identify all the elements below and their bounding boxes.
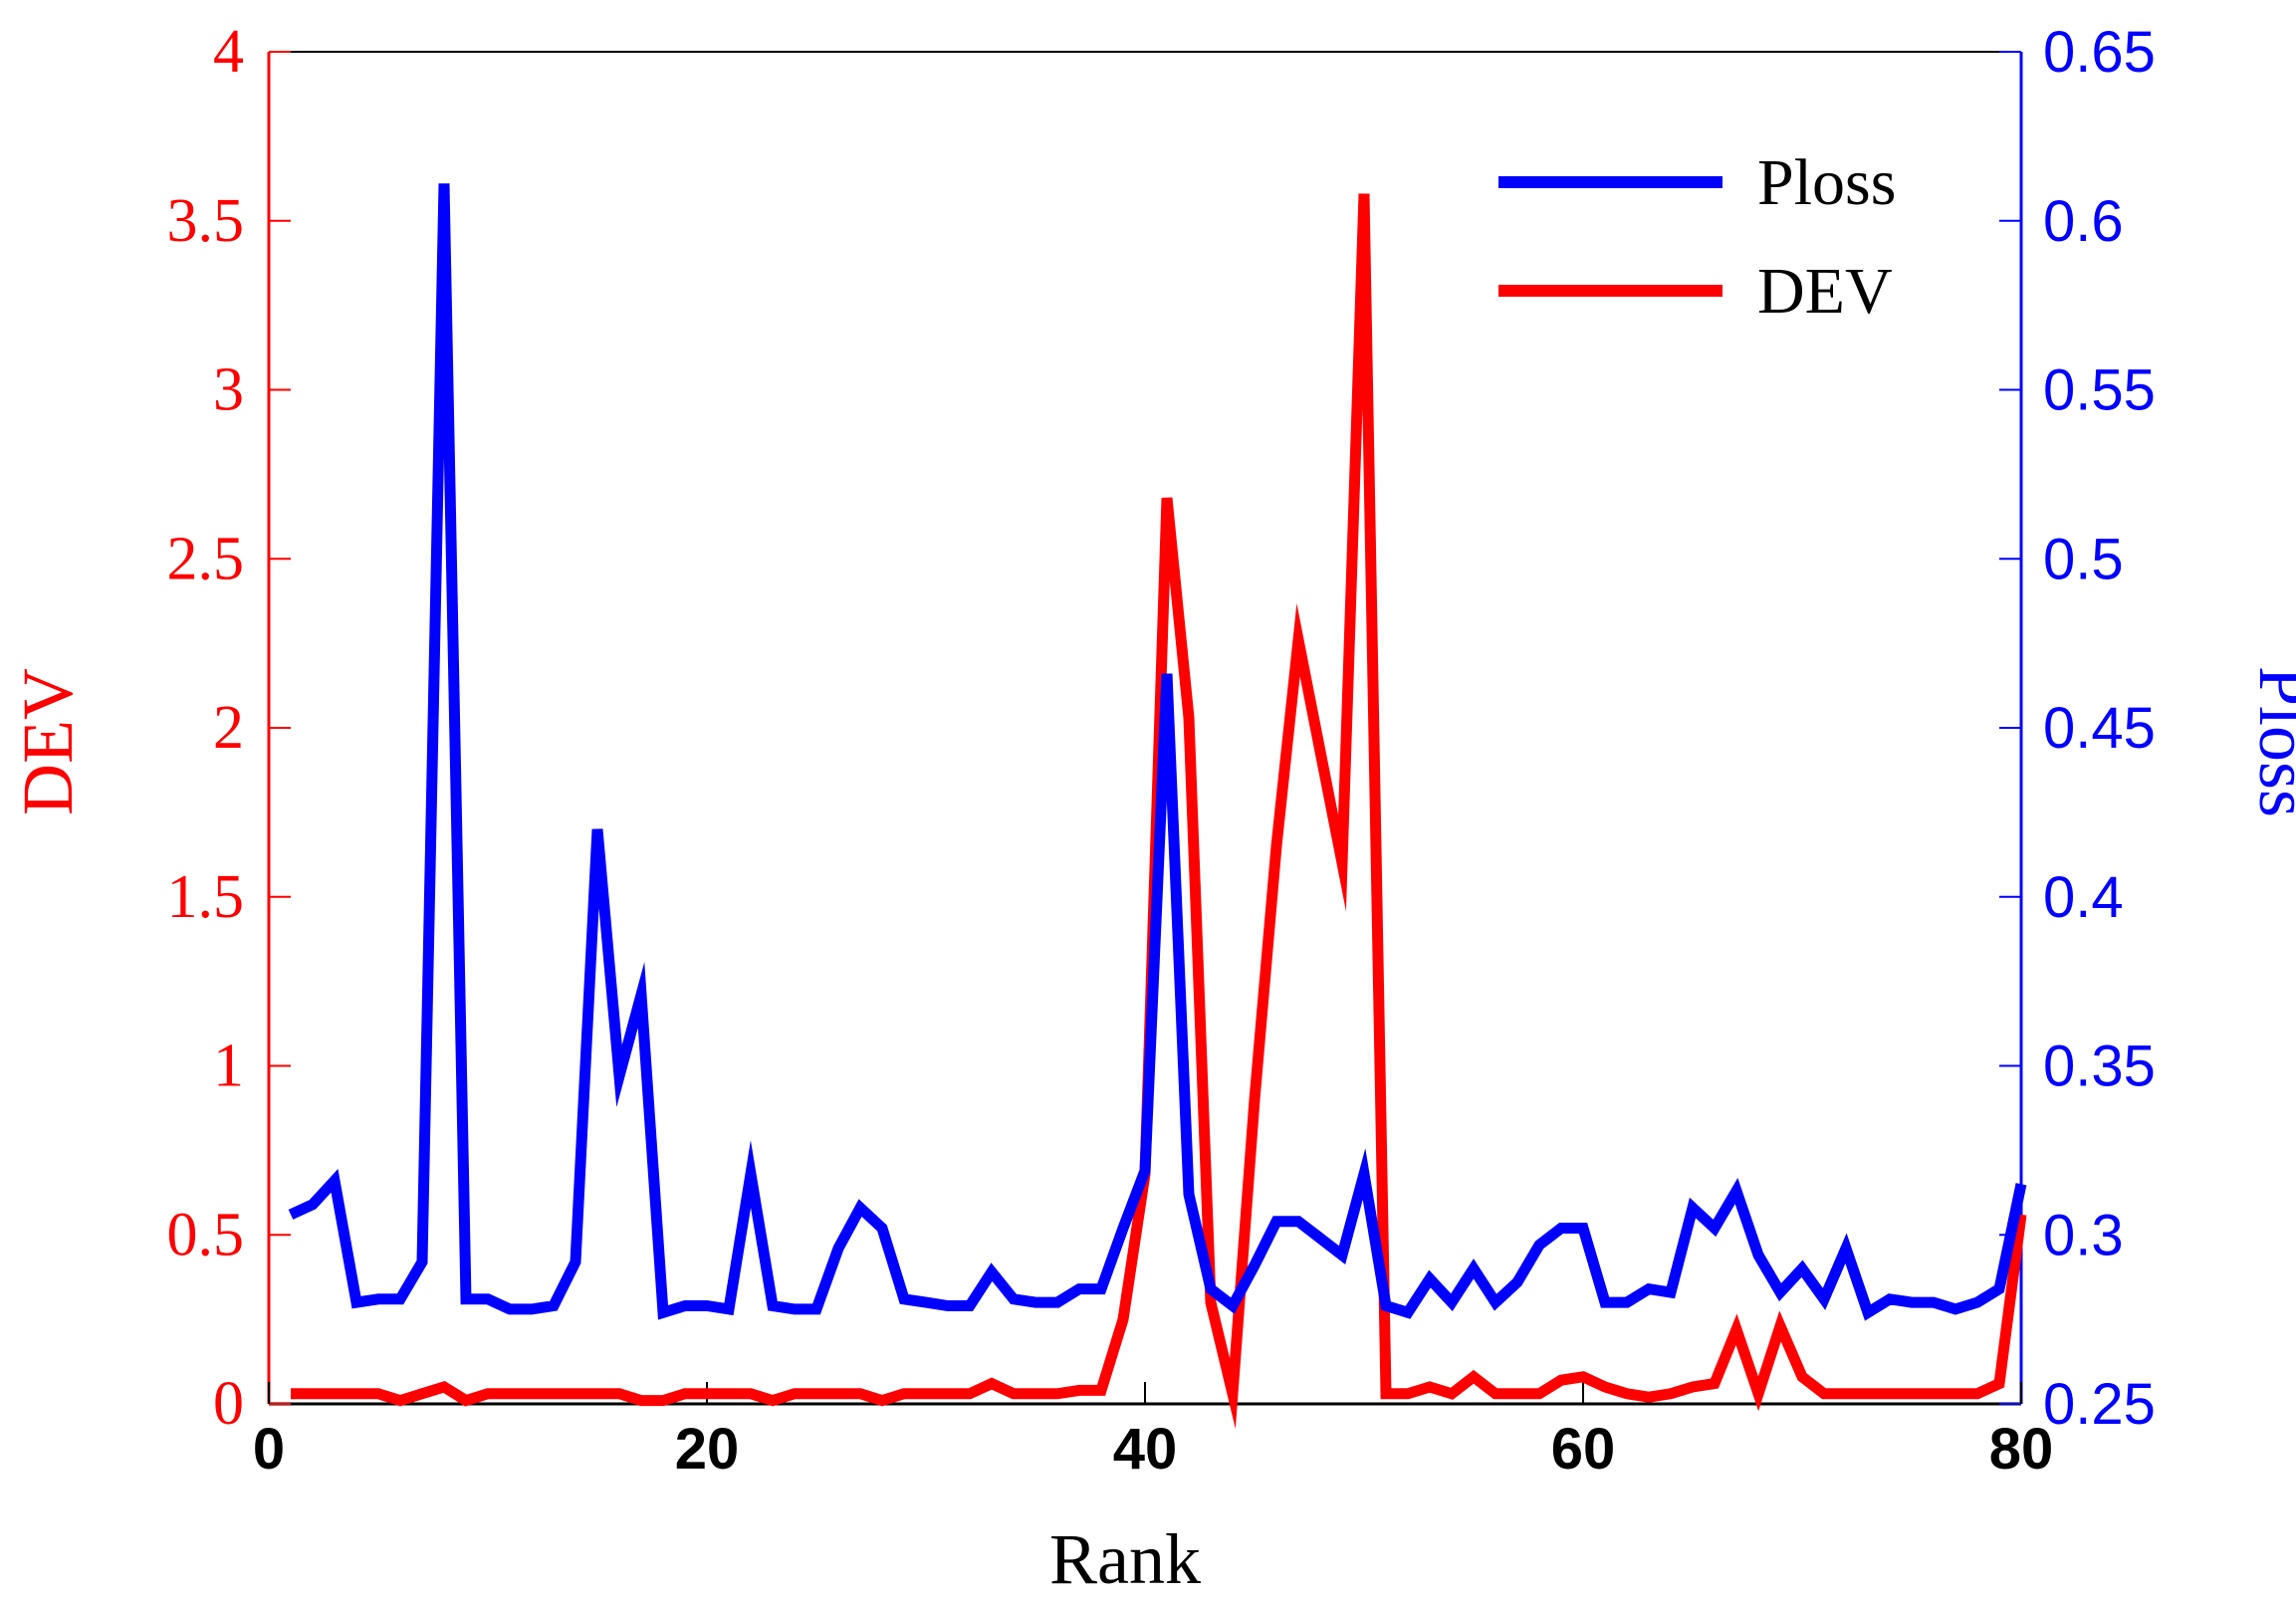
left-tick-label: 2	[213, 694, 244, 762]
series-line-dev	[291, 193, 2027, 1430]
left-tick-label: 0	[213, 1370, 244, 1438]
right-axis-title: Ploss	[2244, 666, 2296, 817]
right-tick-label: 0.45	[2043, 696, 2156, 761]
left-tick-label: 3.5	[167, 187, 245, 255]
right-tick-label: 0.6	[2043, 189, 2124, 254]
left-tick-label: 4	[213, 18, 244, 86]
right-axis-ticks: 0.25 0.3 0.35 0.4 0.45 0.5 0.55 0.6 0.65	[1999, 20, 2156, 1437]
x-axis-title: Rank	[1049, 1519, 1201, 1599]
left-tick-label: 3	[213, 356, 244, 424]
left-tick-label: 1	[213, 1032, 244, 1100]
right-tick-label: 0.4	[2043, 865, 2124, 930]
x-tick-label: 40	[1113, 1417, 1178, 1482]
left-tick-label: 2.5	[167, 525, 245, 592]
x-tick-label: 20	[675, 1417, 740, 1482]
right-tick-label: 0.3	[2043, 1203, 2124, 1267]
x-axis-ticks: 0 20 40 60 80	[253, 1382, 2053, 1482]
right-tick-label: 0.25	[2043, 1372, 2156, 1437]
legend: Ploss DEV	[1498, 146, 1896, 328]
left-axis-ticks: 0 0.5 1 1.5 2 2.5 3 3.5 4	[167, 18, 291, 1438]
left-tick-label: 0.5	[167, 1201, 245, 1268]
x-tick-label: 0	[253, 1417, 285, 1482]
right-tick-label: 0.5	[2043, 527, 2124, 591]
x-tick-label: 80	[1989, 1417, 2054, 1482]
right-tick-label: 0.65	[2043, 20, 2156, 85]
legend-ploss-label: Ploss	[1757, 146, 1896, 219]
x-tick-label: 60	[1551, 1417, 1616, 1482]
legend-dev-label: DEV	[1757, 255, 1893, 328]
left-tick-label: 1.5	[167, 863, 245, 931]
series-line-ploss	[288, 183, 2027, 1321]
series-layer	[288, 183, 2027, 1430]
right-tick-label: 0.35	[2043, 1034, 2156, 1099]
left-axis-title: DEV	[8, 668, 88, 815]
right-tick-label: 0.55	[2043, 358, 2156, 423]
